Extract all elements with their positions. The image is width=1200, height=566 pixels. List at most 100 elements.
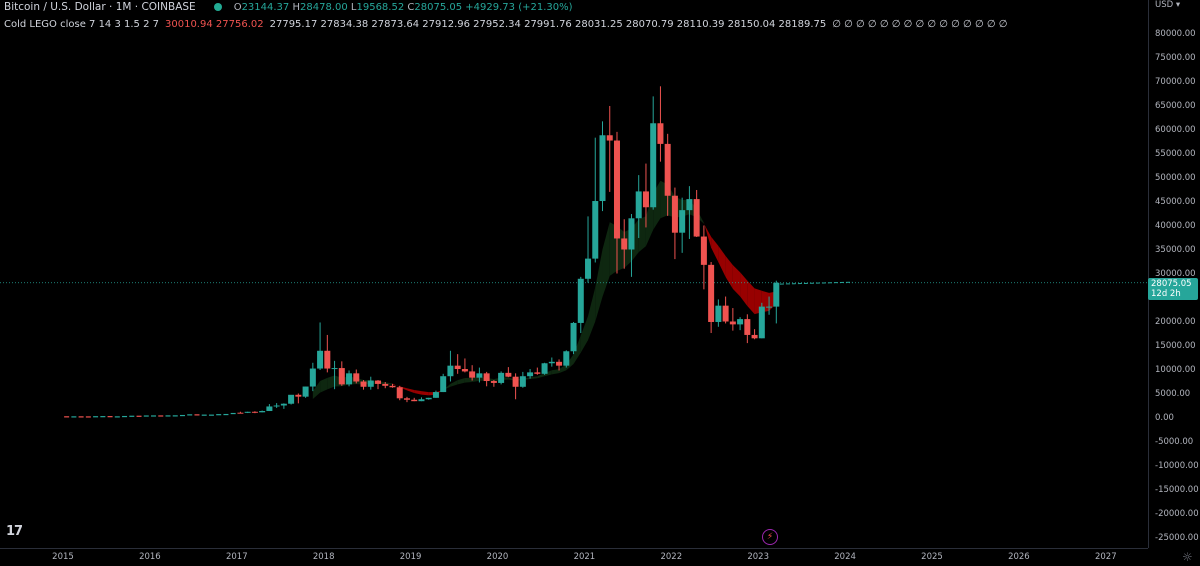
candle [700, 236, 707, 265]
symbol-title[interactable]: Bitcoin / U.S. Dollar · 1M · COINBASE [4, 1, 196, 13]
ribbon-segment [392, 383, 400, 388]
candle [512, 376, 519, 387]
candle [208, 414, 214, 416]
candle [548, 361, 555, 364]
indicator-name[interactable]: Cold LEGO close 7 14 3 1.5 2 7 [4, 18, 159, 30]
ribbon-segment [747, 280, 755, 315]
last-price-value: 28075.05 [1151, 279, 1192, 289]
candle [151, 415, 157, 417]
y-tick-label: -10000.00 [1155, 460, 1199, 471]
candle [237, 412, 244, 414]
time-axis[interactable]: 2015 2016 2017 2018 2019 2020 2021 2022 2023 2024… [0, 548, 1148, 566]
tradingview-logo[interactable]: 17 [6, 524, 23, 539]
ribbon-segment [443, 383, 451, 390]
price-chart[interactable] [0, 0, 1148, 548]
candle [375, 380, 382, 384]
candle [179, 414, 185, 417]
ribbon-segment [530, 376, 538, 379]
currency-selector[interactable]: USD ▾ [1155, 0, 1181, 10]
price-axis[interactable]: 80000.00 75000.00 70000.00 65000.00 60000.00… [1148, 0, 1200, 548]
candle [577, 278, 584, 323]
candle [606, 135, 613, 141]
y-tick-label: 50000.00 [1155, 172, 1196, 183]
y-tick-label: 10000.00 [1155, 364, 1196, 375]
candle [165, 415, 171, 417]
ribbon-segment [406, 388, 415, 394]
symbol-legend: Bitcoin / U.S. Dollar · 1M · COINBASE O2… [4, 0, 573, 14]
change-value: +4929.73 (+21.30%) [465, 1, 573, 13]
y-tick-label: 15000.00 [1155, 340, 1196, 351]
candle [295, 394, 302, 397]
candle [100, 416, 106, 418]
x-tick-label: 2023 [747, 552, 770, 562]
indicator-values: 27795.17 27834.38 27873.64 27912.96 2795… [269, 18, 827, 30]
candle [136, 415, 142, 417]
candle [708, 264, 715, 322]
candle [447, 365, 454, 377]
candle [686, 199, 693, 211]
candle [273, 405, 280, 407]
ribbon-segment [732, 265, 741, 297]
y-tick-label: 75000.00 [1155, 52, 1196, 63]
flash-icon[interactable]: ⚡ [762, 529, 778, 545]
low-label: L [350, 1, 357, 13]
x-tick-label: 2025 [921, 552, 943, 562]
candle [411, 399, 418, 402]
candle [592, 201, 599, 259]
ribbon-segment [551, 369, 560, 375]
candle [534, 372, 541, 374]
ribbon-segment [718, 245, 726, 278]
ribbon-segment [450, 380, 458, 387]
candle [244, 411, 251, 413]
candle [317, 350, 324, 369]
ribbon-segment [472, 376, 480, 382]
candle [432, 392, 439, 398]
candle [563, 351, 570, 366]
candle [223, 413, 229, 416]
x-tick-label: 2015 [52, 552, 74, 562]
candle [78, 416, 84, 418]
ribbon-segment [312, 381, 321, 400]
ohlc-values: O23144.37 H28478.00 L19568.52 C28075.05 … [234, 2, 573, 13]
candle [650, 123, 657, 208]
x-tick-label: 2018 [312, 552, 335, 562]
projection-line [779, 281, 853, 285]
y-tick-label: 20000.00 [1155, 316, 1196, 327]
ribbon-segment [566, 354, 574, 371]
candle [122, 415, 128, 418]
candle [396, 387, 403, 399]
candle [187, 414, 193, 416]
candle [671, 195, 678, 233]
candle [642, 191, 649, 208]
candle [129, 415, 135, 417]
candle [324, 350, 331, 369]
x-tick-label: 2021 [573, 552, 596, 562]
candle [483, 373, 490, 382]
gear-icon[interactable]: ☼ [1182, 550, 1193, 564]
ribbon-segment [638, 216, 646, 253]
candle [172, 415, 178, 417]
candle [403, 398, 410, 400]
y-tick-label: 70000.00 [1155, 76, 1196, 87]
candle [585, 258, 592, 279]
ribbon-segment [421, 391, 429, 396]
x-tick-label: 2016 [139, 552, 161, 562]
candle [382, 383, 389, 386]
candle [454, 365, 461, 370]
candle [476, 373, 483, 378]
candle [353, 373, 360, 382]
candle [367, 380, 374, 387]
candle [143, 415, 149, 417]
candle [635, 191, 642, 219]
candle [729, 321, 736, 325]
candle [251, 411, 258, 413]
ribbon-segment [414, 389, 422, 395]
candle [288, 394, 295, 404]
indicator-empty-values: ∅ ∅ ∅ ∅ ∅ ∅ ∅ ∅ ∅ ∅ ∅ ∅ ∅ ∅ ∅ [832, 18, 1008, 30]
candle [744, 319, 751, 335]
candle [737, 319, 744, 325]
candle [527, 372, 534, 377]
candle [259, 411, 266, 413]
candle [519, 376, 526, 387]
high-label: H [292, 1, 300, 13]
